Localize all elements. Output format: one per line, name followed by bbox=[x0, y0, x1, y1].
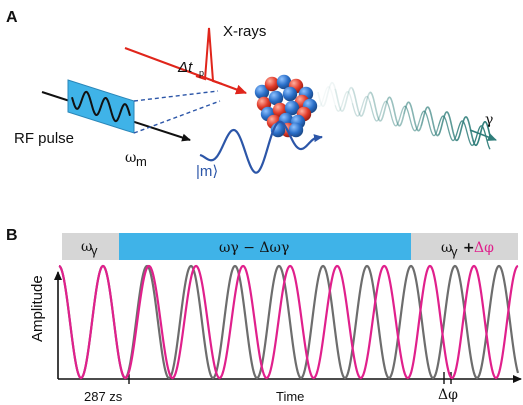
nucleus-icon bbox=[254, 74, 318, 138]
neutron-ball bbox=[288, 122, 304, 138]
gamma-wave-segment bbox=[437, 115, 457, 142]
reference-gray-wave bbox=[58, 264, 520, 380]
gamma-wave-segment bbox=[334, 90, 354, 112]
omega-m-label: ω bbox=[125, 150, 136, 166]
neutron-ball bbox=[268, 90, 284, 106]
gamma-wave-segment bbox=[403, 101, 422, 132]
band-right-plus: + bbox=[458, 240, 479, 256]
xray-label: X-rays bbox=[223, 23, 266, 40]
shifted-magenta-wave bbox=[58, 264, 519, 380]
neutron-ball bbox=[254, 84, 270, 100]
gamma-wave-segment bbox=[454, 116, 474, 142]
xray-beam bbox=[124, 46, 247, 95]
band-right-omega: ω bbox=[441, 240, 452, 256]
band-right-dphi: Δφ bbox=[474, 240, 494, 256]
dt-label-group: Δt p bbox=[177, 59, 204, 78]
panel-a: A X-rays Δt p RF pulse ω m |m⟩ γ bbox=[6, 9, 497, 180]
tick-label-287zs: 287 zs bbox=[84, 389, 123, 404]
gamma-wave-segment bbox=[334, 86, 354, 112]
gamma-wave-segment bbox=[369, 91, 388, 122]
neutron-ball bbox=[276, 74, 292, 90]
tick-label-dphi: Δφ bbox=[438, 387, 458, 403]
neutron-ball bbox=[284, 100, 300, 116]
dt-subscript: p bbox=[199, 68, 204, 78]
gamma-wave-segment bbox=[472, 125, 491, 150]
panel-a-label: A bbox=[6, 9, 18, 26]
gamma-arrow bbox=[469, 129, 497, 141]
gamma-wave-segment bbox=[317, 81, 336, 107]
gamma-wave-segment bbox=[472, 121, 491, 147]
band-left-label: ω bbox=[81, 239, 92, 255]
gamma-wave-group bbox=[317, 81, 497, 150]
band-middle-label: ωγ − Δωγ bbox=[219, 240, 289, 256]
gamma-wave-segment bbox=[351, 88, 371, 117]
band-left-subscript: γ bbox=[91, 243, 98, 258]
rf-wave bbox=[71, 90, 131, 123]
band-left bbox=[62, 233, 119, 260]
omega-m-subscript: m bbox=[136, 154, 147, 169]
m-state-label: |m⟩ bbox=[196, 163, 218, 180]
gamma-wave-segment bbox=[420, 110, 440, 137]
gamma-wave-segment bbox=[317, 86, 336, 108]
dt-label: Δt bbox=[177, 59, 193, 76]
gamma-wave-segment bbox=[386, 96, 405, 127]
band-right-label-group: ω γ + Δφ bbox=[441, 240, 494, 259]
gamma-wave-segment bbox=[403, 105, 422, 132]
m-state-wave bbox=[199, 120, 323, 174]
gamma-wave-segment bbox=[420, 106, 439, 137]
dashed-line-top bbox=[133, 90, 219, 102]
x-axis-label: Time bbox=[276, 389, 304, 404]
band-middle bbox=[119, 233, 411, 260]
proton-ball bbox=[264, 76, 280, 92]
gamma-label: γ bbox=[485, 112, 493, 128]
dashed-line-bottom bbox=[133, 100, 221, 134]
omega-m-label-group: ω m bbox=[125, 150, 147, 169]
panel-b-label: B bbox=[6, 227, 18, 244]
gamma-wave-segment bbox=[454, 120, 473, 147]
rf-pulse-label: RF pulse bbox=[14, 130, 74, 147]
band-left-label-group: ω γ bbox=[81, 239, 98, 258]
gamma-wave-segment bbox=[437, 111, 457, 140]
gamma-wave-segment bbox=[351, 95, 371, 117]
y-axis-label: Amplitude bbox=[29, 275, 46, 342]
xray-pulse-spike bbox=[195, 27, 223, 85]
neutron-ball bbox=[282, 86, 298, 102]
band-right-subscript: γ bbox=[451, 244, 458, 259]
panel-b: B ω γ ωγ − Δωγ ω γ + Δφ 287 zs Time Δφ A… bbox=[6, 227, 522, 404]
band-right bbox=[411, 233, 518, 260]
gamma-wave-segment bbox=[368, 100, 388, 122]
gamma-wave-segment bbox=[386, 101, 405, 127]
